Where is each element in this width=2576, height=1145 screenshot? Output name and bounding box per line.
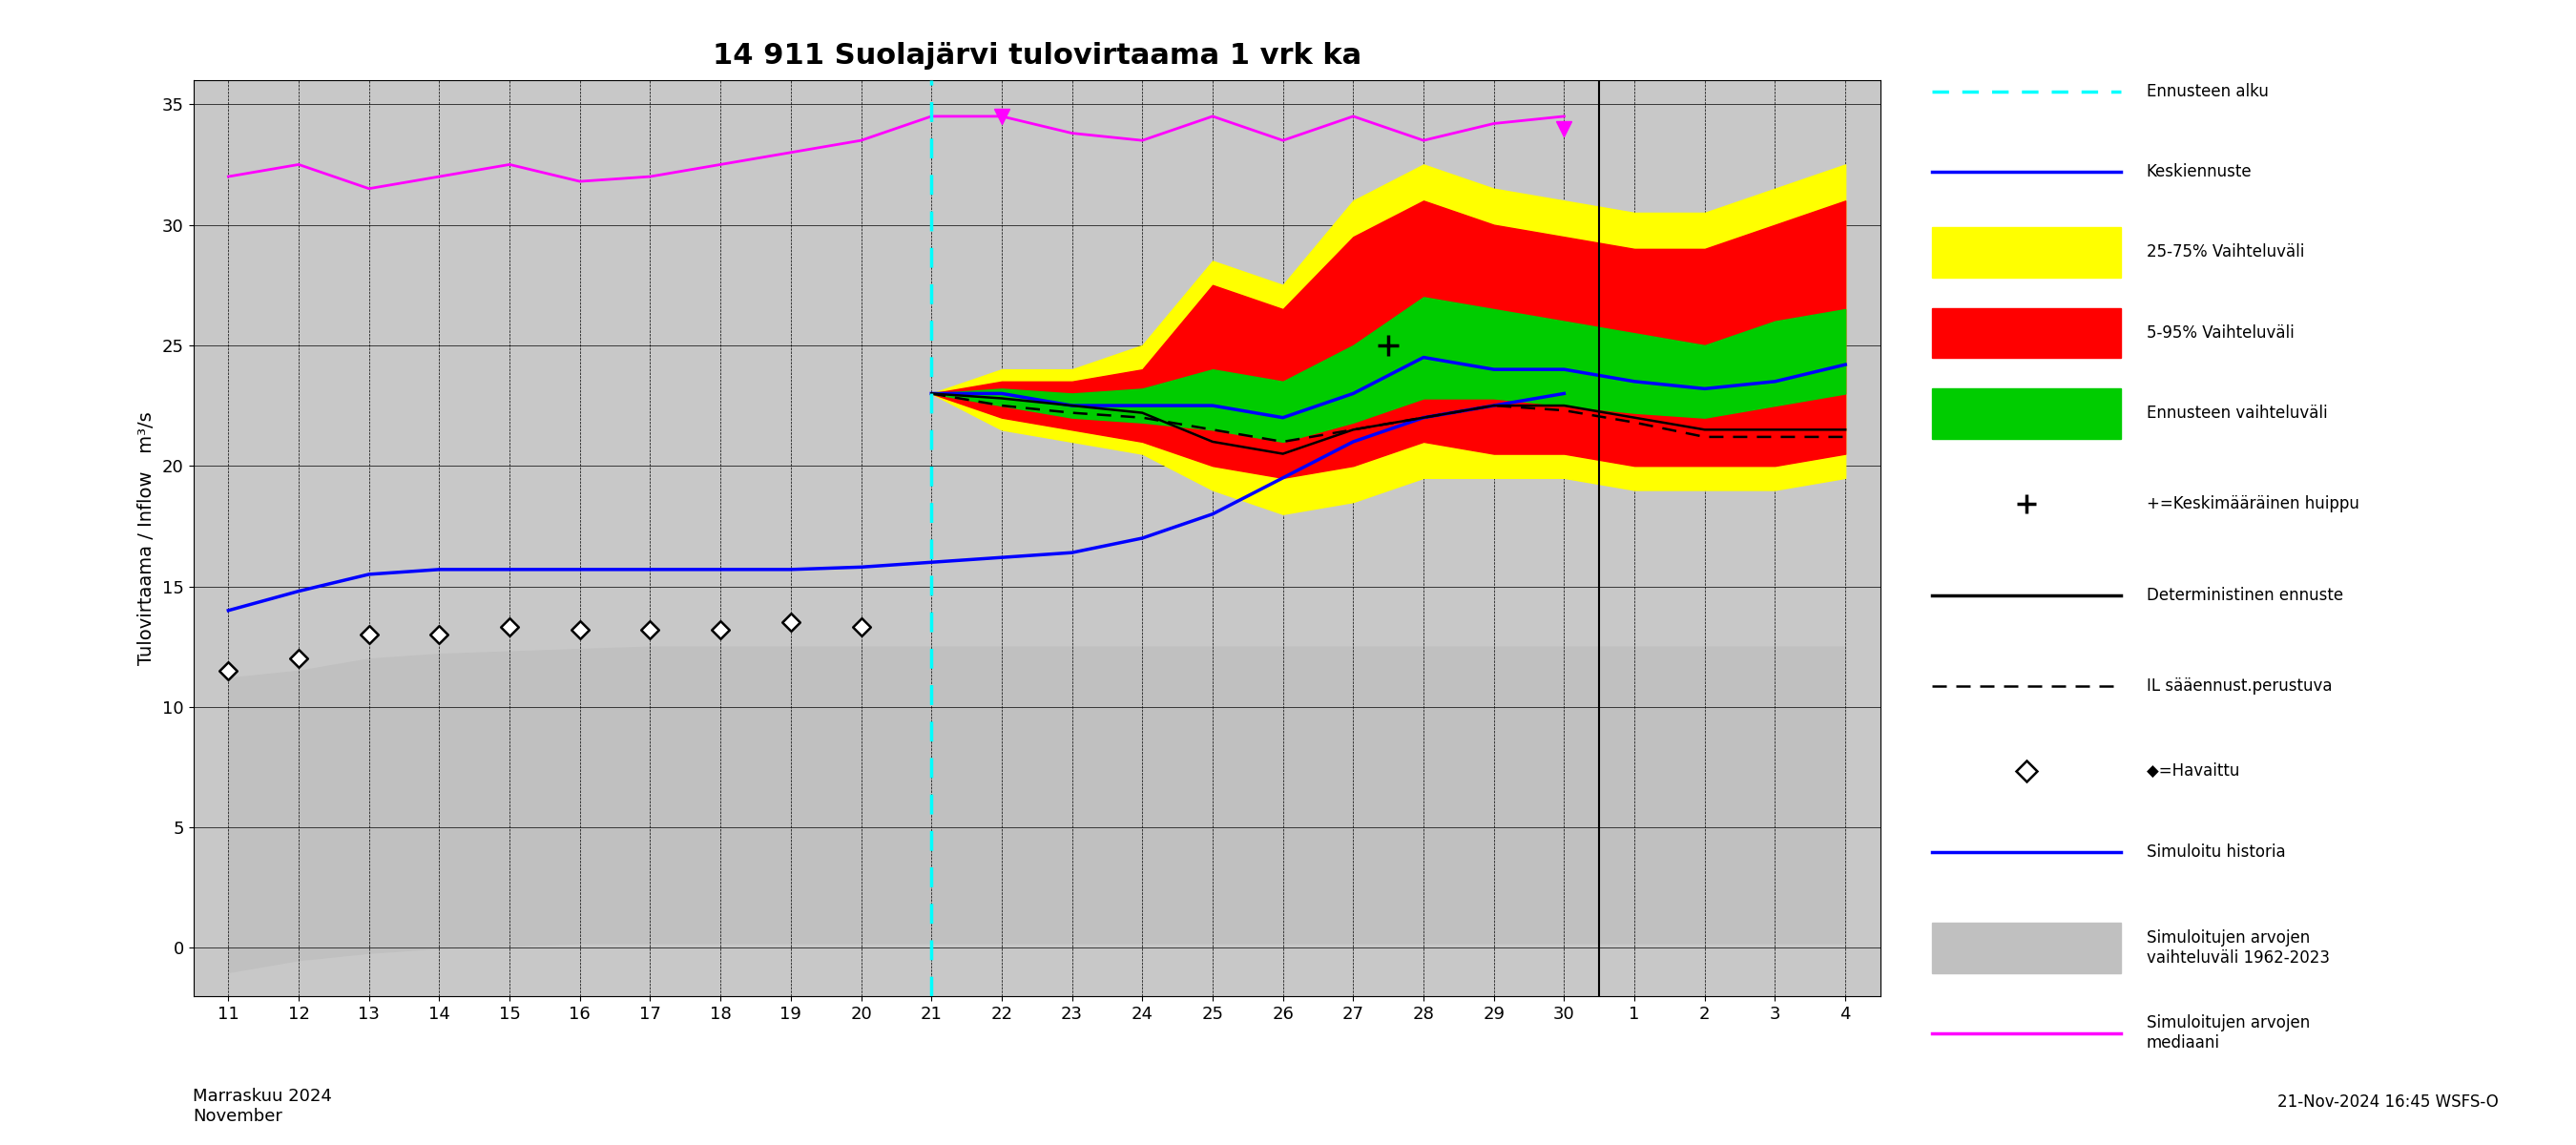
Point bbox=[420, 625, 461, 643]
Text: Deterministinen ennuste: Deterministinen ennuste bbox=[2146, 586, 2344, 603]
Text: 5-95% Vaihteluväli: 5-95% Vaihteluväli bbox=[2146, 324, 2295, 341]
Text: IL sääennust.perustuva: IL sääennust.perustuva bbox=[2146, 677, 2331, 694]
Point bbox=[629, 621, 670, 639]
Text: ◆​=Havaittu: ◆​=Havaittu bbox=[2146, 763, 2239, 780]
Text: Keskiennuste: Keskiennuste bbox=[2146, 163, 2251, 180]
Point bbox=[209, 662, 250, 680]
Point bbox=[489, 618, 531, 637]
Point bbox=[701, 621, 742, 639]
Text: Marraskuu 2024
November: Marraskuu 2024 November bbox=[193, 1088, 332, 1124]
Point bbox=[278, 649, 319, 668]
Bar bbox=[1932, 923, 2120, 973]
Text: +​=Keskimääräinen huippu: +​=Keskimääräinen huippu bbox=[2146, 496, 2360, 513]
Text: Simuloitujen arvojen
mediaani: Simuloitujen arvojen mediaani bbox=[2146, 1014, 2311, 1052]
Point bbox=[559, 621, 600, 639]
Point bbox=[840, 618, 881, 637]
Text: Ennusteen vaihteluväli: Ennusteen vaihteluväli bbox=[2146, 405, 2326, 423]
Y-axis label: Tulovirtaama / Inflow   m³/s: Tulovirtaama / Inflow m³/s bbox=[137, 411, 155, 665]
Title: 14 911 Suolajärvi tulovirtaama 1 vrk ka: 14 911 Suolajärvi tulovirtaama 1 vrk ka bbox=[714, 42, 1360, 70]
Point bbox=[348, 625, 389, 643]
Bar bbox=[1932, 388, 2120, 439]
Text: Ennusteen alku: Ennusteen alku bbox=[2146, 82, 2269, 100]
Bar bbox=[1932, 308, 2120, 358]
Text: Simuloitujen arvojen
vaihteluväli 1962-2023: Simuloitujen arvojen vaihteluväli 1962-2… bbox=[2146, 929, 2329, 966]
Point bbox=[770, 614, 811, 632]
Bar bbox=[1932, 227, 2120, 277]
Text: 25-75% Vaihteluväli: 25-75% Vaihteluväli bbox=[2146, 244, 2303, 261]
Text: Simuloitu historia: Simuloitu historia bbox=[2146, 843, 2285, 861]
Text: 21-Nov-2024 16:45 WSFS-O: 21-Nov-2024 16:45 WSFS-O bbox=[2277, 1093, 2499, 1111]
